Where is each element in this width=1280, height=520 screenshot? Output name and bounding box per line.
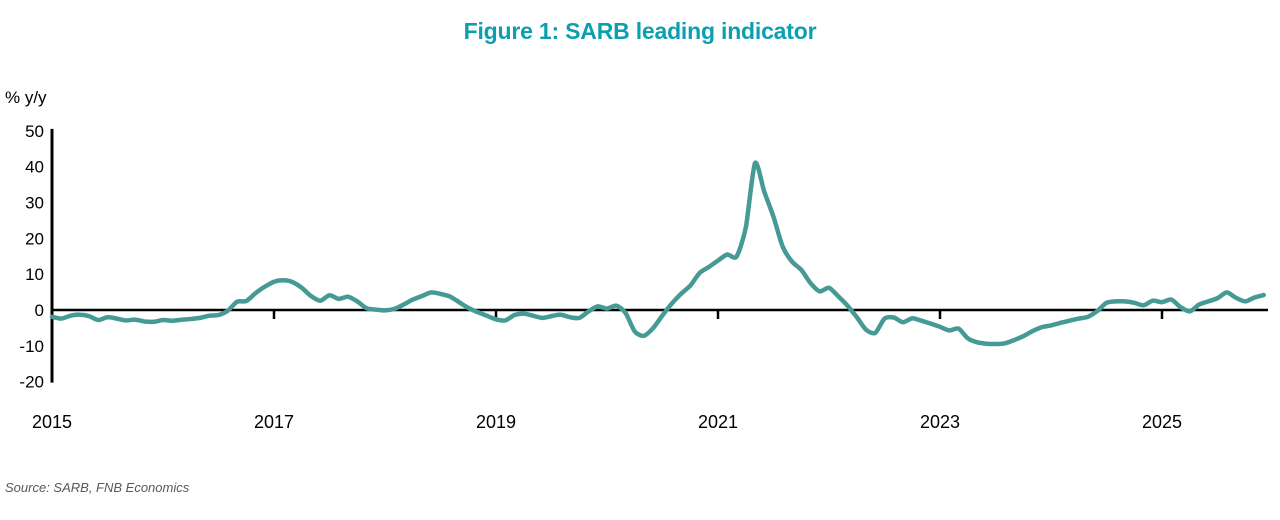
x-tick-label: 2023 [920,412,960,432]
y-tick-label: 20 [25,229,44,248]
x-tick-label: 2021 [698,412,738,432]
x-axis-labels: 2015 2017 2019 2021 2023 2025 [32,412,1182,432]
x-tick-label: 2025 [1142,412,1182,432]
y-tick-label: 10 [25,265,44,284]
y-tick-label: 50 [25,122,44,141]
y-tick-label: -20 [19,373,44,392]
y-tick-label: 30 [25,194,44,213]
x-tick-label: 2017 [254,412,294,432]
y-axis-unit-label: % y/y [5,88,47,107]
y-tick-label: 40 [25,158,44,177]
y-tick-label: 0 [35,301,44,320]
x-tick-label: 2019 [476,412,516,432]
tick-marks [272,311,1164,319]
y-axis-labels: 50 40 30 20 10 0 -10 -20 [19,122,44,392]
x-tick-label: 2015 [32,412,72,432]
y-tick-label: -10 [19,337,44,356]
indicator-line [49,160,1267,347]
chart-title: Figure 1: SARB leading indicator [463,18,817,44]
source-note: Source: SARB, FNB Economics [5,480,190,495]
axes [50,128,1268,383]
